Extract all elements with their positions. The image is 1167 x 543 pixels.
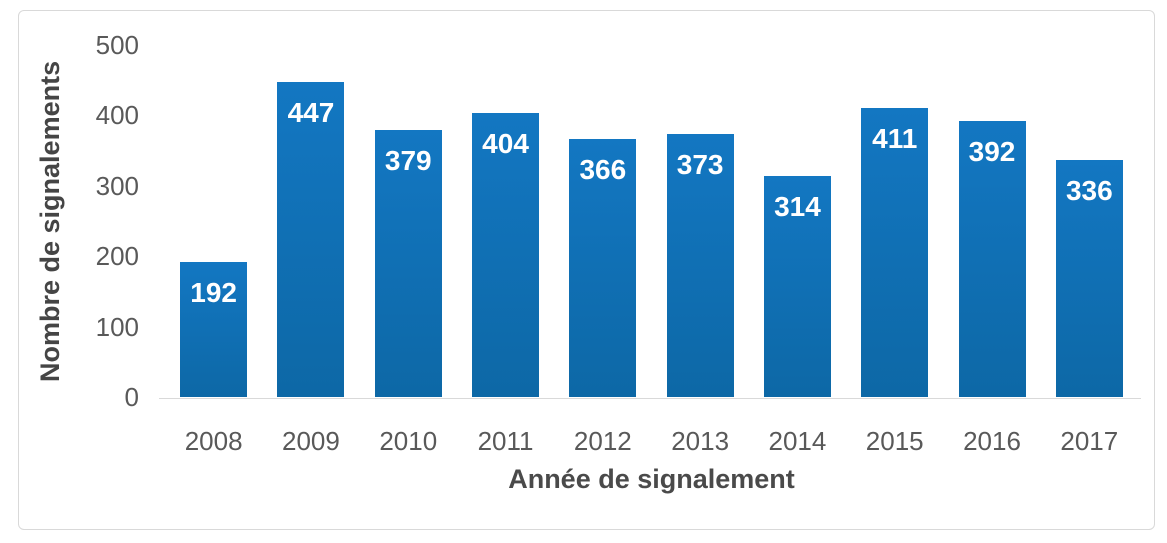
y-tick-label: 500 (95, 30, 139, 60)
x-tick-label: 2014 (768, 426, 827, 456)
bar-2016: 392 (958, 121, 1026, 397)
y-tick-label: 400 (95, 100, 139, 131)
bar-slot: 379 (360, 45, 457, 397)
bar-2011: 404 (472, 112, 540, 397)
x-axis-title: Année de signalement (508, 464, 795, 494)
x-tick-label: 2011 (477, 426, 534, 456)
bar-slot: 192 (165, 45, 262, 397)
bar-slot: 411 (846, 45, 943, 397)
x-tick-label: 2010 (379, 426, 438, 456)
bar-slot: 392 (943, 45, 1040, 397)
bar-2015: 411 (861, 107, 929, 397)
bar-slot: 373 (651, 45, 748, 397)
bar-value-label: 379 (384, 145, 432, 177)
bar-value-label: 404 (482, 127, 529, 159)
bar-slot: 404 (457, 45, 554, 397)
bar-2010: 379 (374, 130, 442, 397)
bar-2013: 373 (666, 134, 734, 397)
chart-frame: Nombre de signalements 0 100 200 300 400 500 … (18, 10, 1155, 530)
x-tick-label: 2016 (963, 426, 1021, 456)
x-tick-label: 2017 (1060, 426, 1119, 456)
bar-slot: 336 (1041, 45, 1138, 397)
bar-2012: 366 (569, 139, 637, 397)
bar-value-label: 192 (190, 276, 237, 308)
plot-area: 192 447 379 404 366 373 314 411 392 336 (165, 45, 1138, 397)
x-tick-label: 2012 (573, 426, 632, 456)
bar-value-label: 366 (579, 154, 627, 186)
bar-2014: 314 (763, 175, 831, 397)
x-axis-labels: 2008 2009 2010 2011 2012 2013 2014 2015 2016 2017 (165, 425, 1138, 457)
x-tick-label: 2015 (865, 426, 924, 456)
y-axis-ticks: 0 100 200 300 400 500 (19, 32, 139, 410)
x-tick-label: 2013 (671, 426, 730, 456)
bars: 192 447 379 404 366 373 314 411 392 336 (165, 45, 1138, 397)
bar-value-label: 447 (287, 97, 335, 129)
bar-slot: 314 (749, 45, 846, 397)
bar-value-label: 336 (1065, 175, 1113, 207)
bar-value-label: 314 (774, 190, 821, 222)
bar-2017: 336 (1055, 160, 1123, 397)
y-tick-label: 100 (95, 311, 139, 342)
y-tick-label: 0 (124, 382, 139, 412)
bar-slot: 447 (262, 45, 359, 397)
bar-value-label: 392 (968, 136, 1016, 168)
bar-2008: 192 (180, 261, 248, 397)
bar-2009: 447 (277, 82, 345, 397)
x-axis-baseline (159, 398, 1141, 399)
x-tick-label: 2009 (282, 426, 340, 456)
bar-slot: 366 (554, 45, 651, 397)
y-tick-label: 300 (95, 170, 139, 201)
y-tick-label: 200 (95, 241, 139, 272)
bar-value-label: 411 (872, 122, 918, 154)
bar-value-label: 373 (676, 149, 724, 181)
x-tick-label: 2008 (184, 426, 243, 456)
